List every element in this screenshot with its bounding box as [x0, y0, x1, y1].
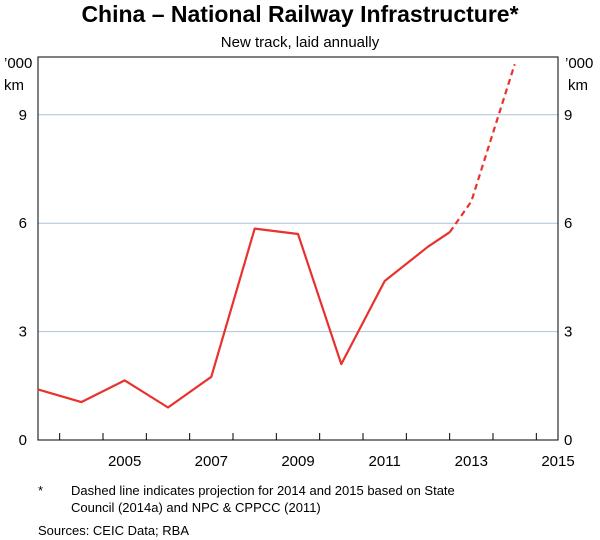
sources-line: Sources: CEIC Data; RBA [38, 523, 189, 538]
x-tick-label: 2009 [281, 453, 314, 470]
tick-labels: 2005 2007 2009 2011 2013 2015 0 0 3 3 6 6 9 9 [19, 107, 575, 470]
x-tick-label: 2011 [369, 453, 401, 470]
x-tick-label: 2013 [455, 453, 488, 470]
x-tick-label: 2007 [195, 453, 228, 470]
projection-line [448, 63, 516, 233]
footnote-marker: * [38, 483, 43, 498]
x-tick-label: 2005 [108, 453, 141, 470]
y-tick-label-right: 6 [564, 215, 572, 232]
y-tick-label-left: 0 [19, 432, 27, 449]
y-tick-label-left: 3 [19, 324, 27, 341]
y-unit-left-line1: ’000 [4, 55, 32, 72]
series-lines [37, 63, 516, 409]
y-unit-left-line2: km [4, 77, 24, 94]
y-tick-label-right: 3 [564, 324, 572, 341]
x-tick-label: 2015 [541, 453, 574, 470]
axes [37, 56, 559, 441]
y-tick-label-right: 0 [564, 432, 572, 449]
footnote-line-1: Dashed line indicates projection for 201… [71, 483, 455, 498]
plot-frame [37, 56, 559, 441]
y-unit-right-line2: km [568, 77, 588, 94]
y-unit-right-line1: ’000 [565, 55, 593, 72]
y-tick-label-left: 6 [19, 215, 27, 232]
actual-line [37, 227, 451, 409]
footnote-line-2: Council (2014a) and NPC & CPPCC (2011) [71, 500, 321, 515]
y-tick-label-left: 9 [19, 107, 27, 124]
chart-title: China – National Railway Infrastructure* [81, 1, 518, 27]
chart-subtitle: New track, laid annually [221, 34, 380, 51]
gridlines [38, 114, 558, 333]
y-tick-label-right: 9 [564, 107, 572, 124]
